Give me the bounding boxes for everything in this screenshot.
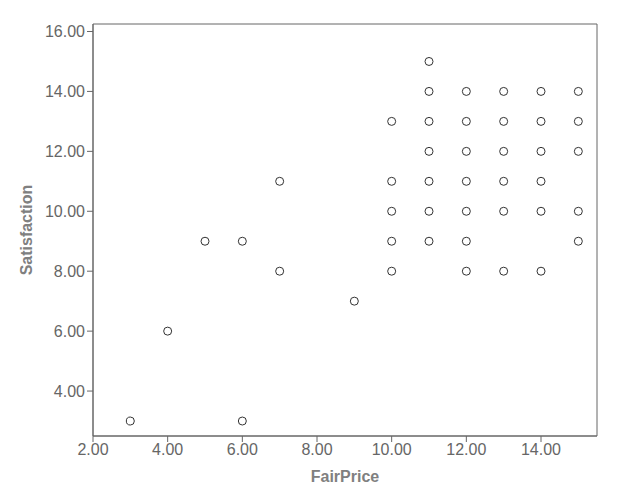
svg-text:16.00: 16.00 xyxy=(45,23,85,40)
svg-text:6.00: 6.00 xyxy=(54,323,85,340)
svg-text:4.00: 4.00 xyxy=(152,441,183,458)
svg-text:2.00: 2.00 xyxy=(77,441,108,458)
svg-text:Satisfaction: Satisfaction xyxy=(18,185,35,276)
svg-text:12.00: 12.00 xyxy=(446,441,486,458)
svg-text:6.00: 6.00 xyxy=(227,441,258,458)
svg-text:4.00: 4.00 xyxy=(54,383,85,400)
svg-text:10.00: 10.00 xyxy=(372,441,412,458)
svg-text:FairPrice: FairPrice xyxy=(311,468,380,485)
svg-text:14.00: 14.00 xyxy=(45,83,85,100)
svg-text:10.00: 10.00 xyxy=(45,203,85,220)
svg-text:12.00: 12.00 xyxy=(45,143,85,160)
svg-text:14.00: 14.00 xyxy=(521,441,561,458)
svg-text:8.00: 8.00 xyxy=(301,441,332,458)
svg-text:8.00: 8.00 xyxy=(54,263,85,280)
